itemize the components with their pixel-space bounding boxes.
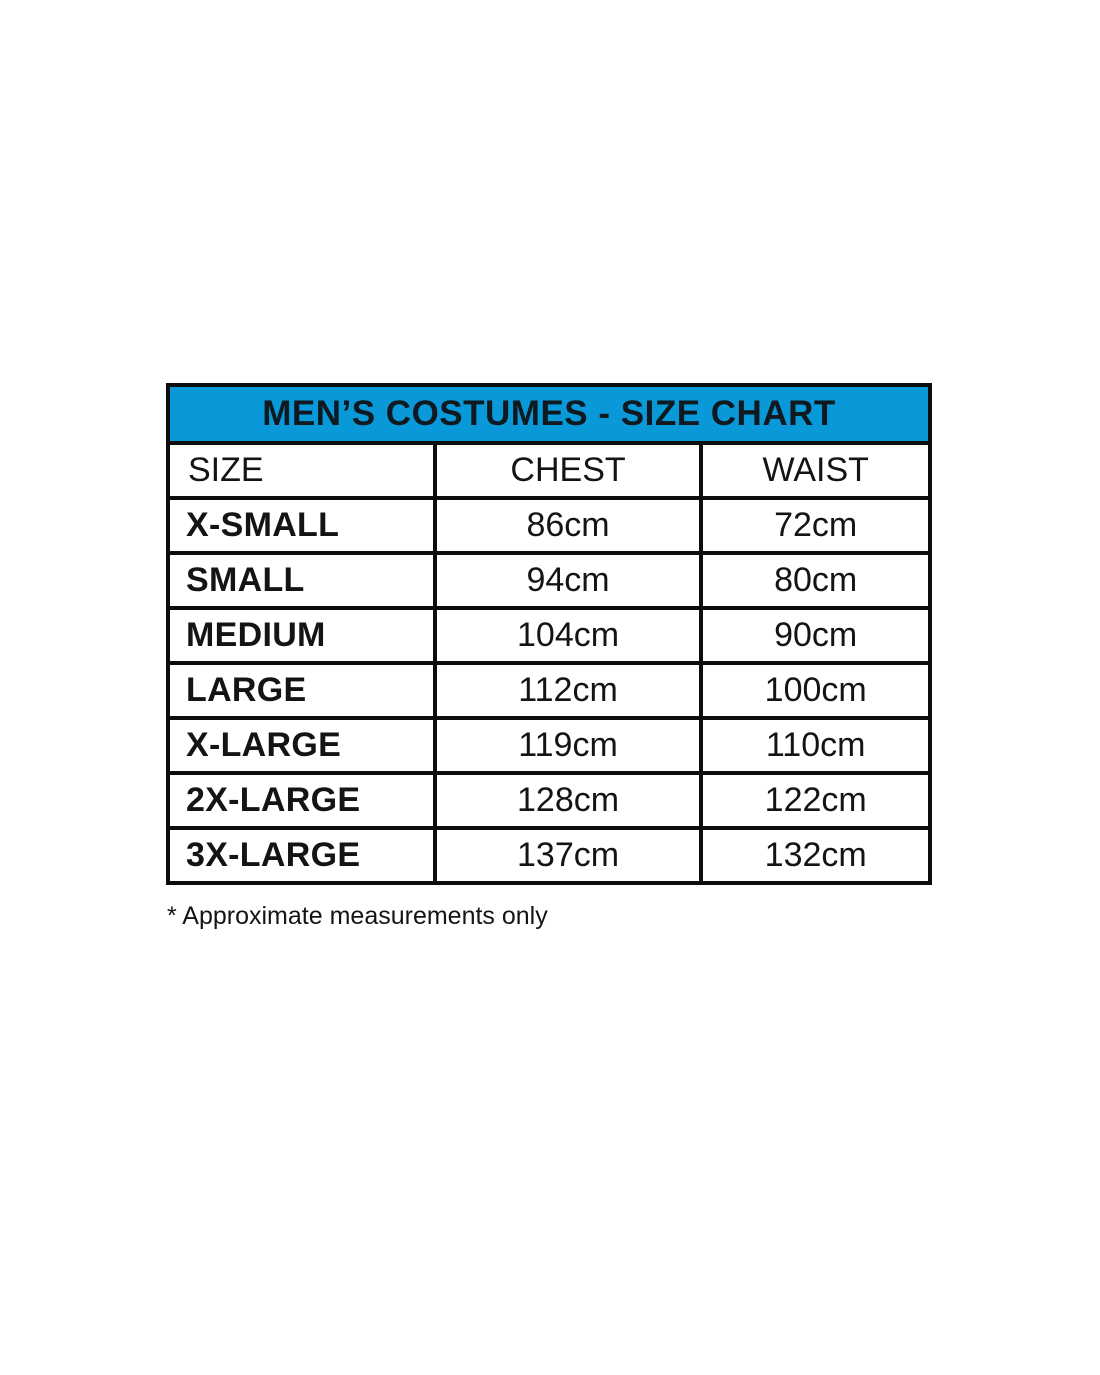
column-header-waist: WAIST [699,441,932,500]
chest-cell: 94cm [432,551,704,610]
waist-cell: 122cm [699,771,932,830]
chart-title: MEN’S COSTUMES - SIZE CHART [166,383,932,445]
size-cell: 3X-LARGE [166,826,437,885]
waist-cell: 100cm [699,661,932,720]
table-row: LARGE 112cm 100cm [166,661,932,720]
waist-cell: 132cm [699,826,932,885]
chest-cell: 137cm [432,826,704,885]
table-row: SMALL 94cm 80cm [166,551,932,610]
column-header-size: SIZE [166,441,437,500]
waist-cell: 80cm [699,551,932,610]
table-row: X-SMALL 86cm 72cm [166,496,932,555]
size-cell: SMALL [166,551,437,610]
size-chart-container: MEN’S COSTUMES - SIZE CHART SIZE CHEST W… [166,383,932,931]
size-cell: MEDIUM [166,606,437,665]
table-row: 2X-LARGE 128cm 122cm [166,771,932,830]
footnote: * Approximate measurements only [167,902,548,930]
table-row: 3X-LARGE 137cm 132cm [166,826,932,885]
chest-cell: 104cm [432,606,704,665]
title-row: MEN’S COSTUMES - SIZE CHART [166,383,932,445]
column-header-chest: CHEST [432,441,704,500]
table-row: X-LARGE 119cm 110cm [166,716,932,775]
chest-cell: 128cm [432,771,704,830]
chest-cell: 112cm [432,661,704,720]
waist-cell: 90cm [699,606,932,665]
size-cell: X-LARGE [166,716,437,775]
chest-cell: 119cm [432,716,704,775]
chest-cell: 86cm [432,496,704,555]
size-chart-table: MEN’S COSTUMES - SIZE CHART SIZE CHEST W… [166,383,932,885]
table-row: MEDIUM 104cm 90cm [166,606,932,665]
waist-cell: 110cm [699,716,932,775]
size-cell: LARGE [166,661,437,720]
size-cell: X-SMALL [166,496,437,555]
waist-cell: 72cm [699,496,932,555]
size-cell: 2X-LARGE [166,771,437,830]
header-row: SIZE CHEST WAIST [166,441,932,500]
